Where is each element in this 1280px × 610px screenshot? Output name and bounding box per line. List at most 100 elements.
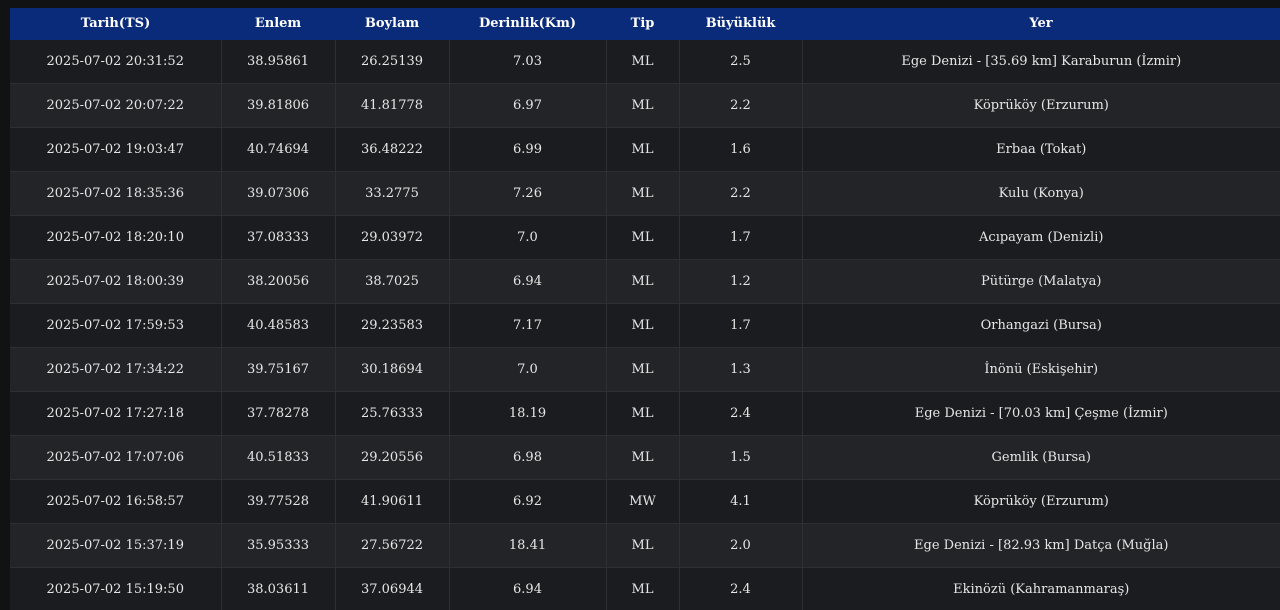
column-header-type[interactable]: Tip bbox=[606, 8, 679, 40]
date-cell: 2025-07-02 18:00:39 bbox=[10, 259, 222, 304]
location-cell: Acıpayam (Denizli) bbox=[802, 215, 1280, 260]
table-row[interactable]: 2025-07-02 20:07:22 39.81806 41.81778 6.97 M… bbox=[10, 83, 1280, 128]
magnitude-cell: 1.5 bbox=[679, 435, 803, 480]
magnitude-cell: 2.0 bbox=[679, 523, 803, 568]
longitude-cell: 29.23583 bbox=[335, 303, 450, 348]
location-cell: Pütürge (Malatya) bbox=[802, 259, 1280, 304]
earthquake-table: Tarih(TS) Enlem Boylam Derinlik(Km) Tip … bbox=[10, 8, 1280, 610]
table-row[interactable]: 2025-07-02 17:27:18 37.78278 25.76333 18.19… bbox=[10, 391, 1280, 436]
longitude-cell: 41.90611 bbox=[335, 479, 450, 524]
longitude-cell: 25.76333 bbox=[335, 391, 450, 436]
table-row[interactable]: 2025-07-02 16:58:57 39.77528 41.90611 6.92 M… bbox=[10, 479, 1280, 524]
magnitude-cell: 2.2 bbox=[679, 171, 803, 216]
date-cell: 2025-07-02 18:20:10 bbox=[10, 215, 222, 260]
date-cell: 2025-07-02 17:59:53 bbox=[10, 303, 222, 348]
table-row[interactable]: 2025-07-02 19:03:47 40.74694 36.48222 6.99 M… bbox=[10, 127, 1280, 172]
table-row[interactable]: 2025-07-02 18:35:36 39.07306 33.2775 7.26 ML… bbox=[10, 171, 1280, 216]
latitude-cell: 38.95861 bbox=[221, 39, 336, 84]
magnitude-cell: 2.5 bbox=[679, 39, 803, 84]
column-header-longitude[interactable]: Boylam bbox=[335, 8, 449, 40]
depth-cell: 7.26 bbox=[449, 171, 607, 216]
magnitude-cell: 1.7 bbox=[679, 303, 803, 348]
location-cell: Gemlik (Bursa) bbox=[802, 435, 1280, 480]
location-cell: Köprüköy (Erzurum) bbox=[802, 83, 1280, 128]
location-cell: İnönü (Eskişehir) bbox=[802, 347, 1280, 392]
longitude-cell: 26.25139 bbox=[335, 39, 450, 84]
longitude-cell: 37.06944 bbox=[335, 567, 450, 610]
table-row[interactable]: 2025-07-02 17:34:22 39.75167 30.18694 7.0 ML… bbox=[10, 347, 1280, 392]
longitude-cell: 41.81778 bbox=[335, 83, 450, 128]
table-row[interactable]: 2025-07-02 15:19:50 38.03611 37.06944 6.94 M… bbox=[10, 567, 1280, 610]
type-cell: ML bbox=[606, 435, 680, 480]
depth-cell: 6.98 bbox=[449, 435, 607, 480]
type-cell: ML bbox=[606, 259, 680, 304]
latitude-cell: 40.48583 bbox=[221, 303, 336, 348]
table-row[interactable]: 2025-07-02 20:31:52 38.95861 26.25139 7.03 M… bbox=[10, 39, 1280, 84]
header-row: Tarih(TS) Enlem Boylam Derinlik(Km) Tip … bbox=[10, 8, 1280, 40]
depth-cell: 18.19 bbox=[449, 391, 607, 436]
type-cell: ML bbox=[606, 215, 680, 260]
magnitude-cell: 1.6 bbox=[679, 127, 803, 172]
date-cell: 2025-07-02 16:58:57 bbox=[10, 479, 222, 524]
magnitude-cell: 4.1 bbox=[679, 479, 803, 524]
column-header-magnitude[interactable]: Büyüklük bbox=[679, 8, 802, 40]
depth-cell: 7.03 bbox=[449, 39, 607, 84]
latitude-cell: 35.95333 bbox=[221, 523, 336, 568]
column-header-location[interactable]: Yer bbox=[802, 8, 1280, 40]
location-cell: Ege Denizi - [35.69 km] Karaburun (İzmir… bbox=[802, 39, 1280, 84]
type-cell: ML bbox=[606, 347, 680, 392]
magnitude-cell: 1.7 bbox=[679, 215, 803, 260]
longitude-cell: 30.18694 bbox=[335, 347, 450, 392]
latitude-cell: 38.03611 bbox=[221, 567, 336, 610]
magnitude-cell: 2.4 bbox=[679, 391, 803, 436]
location-cell: Ege Denizi - [82.93 km] Datça (Muğla) bbox=[802, 523, 1280, 568]
latitude-cell: 37.08333 bbox=[221, 215, 336, 260]
date-cell: 2025-07-02 17:27:18 bbox=[10, 391, 222, 436]
location-cell: Ekinözü (Kahramanmaraş) bbox=[802, 567, 1280, 610]
longitude-cell: 27.56722 bbox=[335, 523, 450, 568]
type-cell: ML bbox=[606, 83, 680, 128]
date-cell: 2025-07-02 17:07:06 bbox=[10, 435, 222, 480]
latitude-cell: 39.81806 bbox=[221, 83, 336, 128]
location-cell: Orhangazi (Bursa) bbox=[802, 303, 1280, 348]
latitude-cell: 39.77528 bbox=[221, 479, 336, 524]
depth-cell: 6.99 bbox=[449, 127, 607, 172]
table-row[interactable]: 2025-07-02 18:00:39 38.20056 38.7025 6.94 ML… bbox=[10, 259, 1280, 304]
table-row[interactable]: 2025-07-02 17:07:06 40.51833 29.20556 6.98 M… bbox=[10, 435, 1280, 480]
type-cell: ML bbox=[606, 523, 680, 568]
depth-cell: 7.0 bbox=[449, 215, 607, 260]
magnitude-cell: 1.2 bbox=[679, 259, 803, 304]
longitude-cell: 29.03972 bbox=[335, 215, 450, 260]
table-row[interactable]: 2025-07-02 17:59:53 40.48583 29.23583 7.17 M… bbox=[10, 303, 1280, 348]
latitude-cell: 39.75167 bbox=[221, 347, 336, 392]
latitude-cell: 40.74694 bbox=[221, 127, 336, 172]
table-row[interactable]: 2025-07-02 18:20:10 37.08333 29.03972 7.0 ML… bbox=[10, 215, 1280, 260]
magnitude-cell: 2.4 bbox=[679, 567, 803, 610]
longitude-cell: 33.2775 bbox=[335, 171, 450, 216]
date-cell: 2025-07-02 18:35:36 bbox=[10, 171, 222, 216]
date-cell: 2025-07-02 20:31:52 bbox=[10, 39, 222, 84]
longitude-cell: 29.20556 bbox=[335, 435, 450, 480]
column-header-latitude[interactable]: Enlem bbox=[221, 8, 335, 40]
location-cell: Kulu (Konya) bbox=[802, 171, 1280, 216]
depth-cell: 18.41 bbox=[449, 523, 607, 568]
magnitude-cell: 2.2 bbox=[679, 83, 803, 128]
depth-cell: 6.94 bbox=[449, 567, 607, 610]
depth-cell: 6.94 bbox=[449, 259, 607, 304]
type-cell: ML bbox=[606, 39, 680, 84]
latitude-cell: 40.51833 bbox=[221, 435, 336, 480]
date-cell: 2025-07-02 15:37:19 bbox=[10, 523, 222, 568]
location-cell: Ege Denizi - [70.03 km] Çeşme (İzmir) bbox=[802, 391, 1280, 436]
type-cell: ML bbox=[606, 567, 680, 610]
latitude-cell: 39.07306 bbox=[221, 171, 336, 216]
date-cell: 2025-07-02 20:07:22 bbox=[10, 83, 222, 128]
table-row[interactable]: 2025-07-02 15:37:19 35.95333 27.56722 18.41… bbox=[10, 523, 1280, 568]
column-header-depth[interactable]: Derinlik(Km) bbox=[449, 8, 606, 40]
column-header-date[interactable]: Tarih(TS) bbox=[10, 8, 221, 40]
table-header: Tarih(TS) Enlem Boylam Derinlik(Km) Tip … bbox=[10, 8, 1280, 40]
depth-cell: 7.17 bbox=[449, 303, 607, 348]
longitude-cell: 38.7025 bbox=[335, 259, 450, 304]
date-cell: 2025-07-02 15:19:50 bbox=[10, 567, 222, 610]
type-cell: ML bbox=[606, 127, 680, 172]
depth-cell: 6.97 bbox=[449, 83, 607, 128]
